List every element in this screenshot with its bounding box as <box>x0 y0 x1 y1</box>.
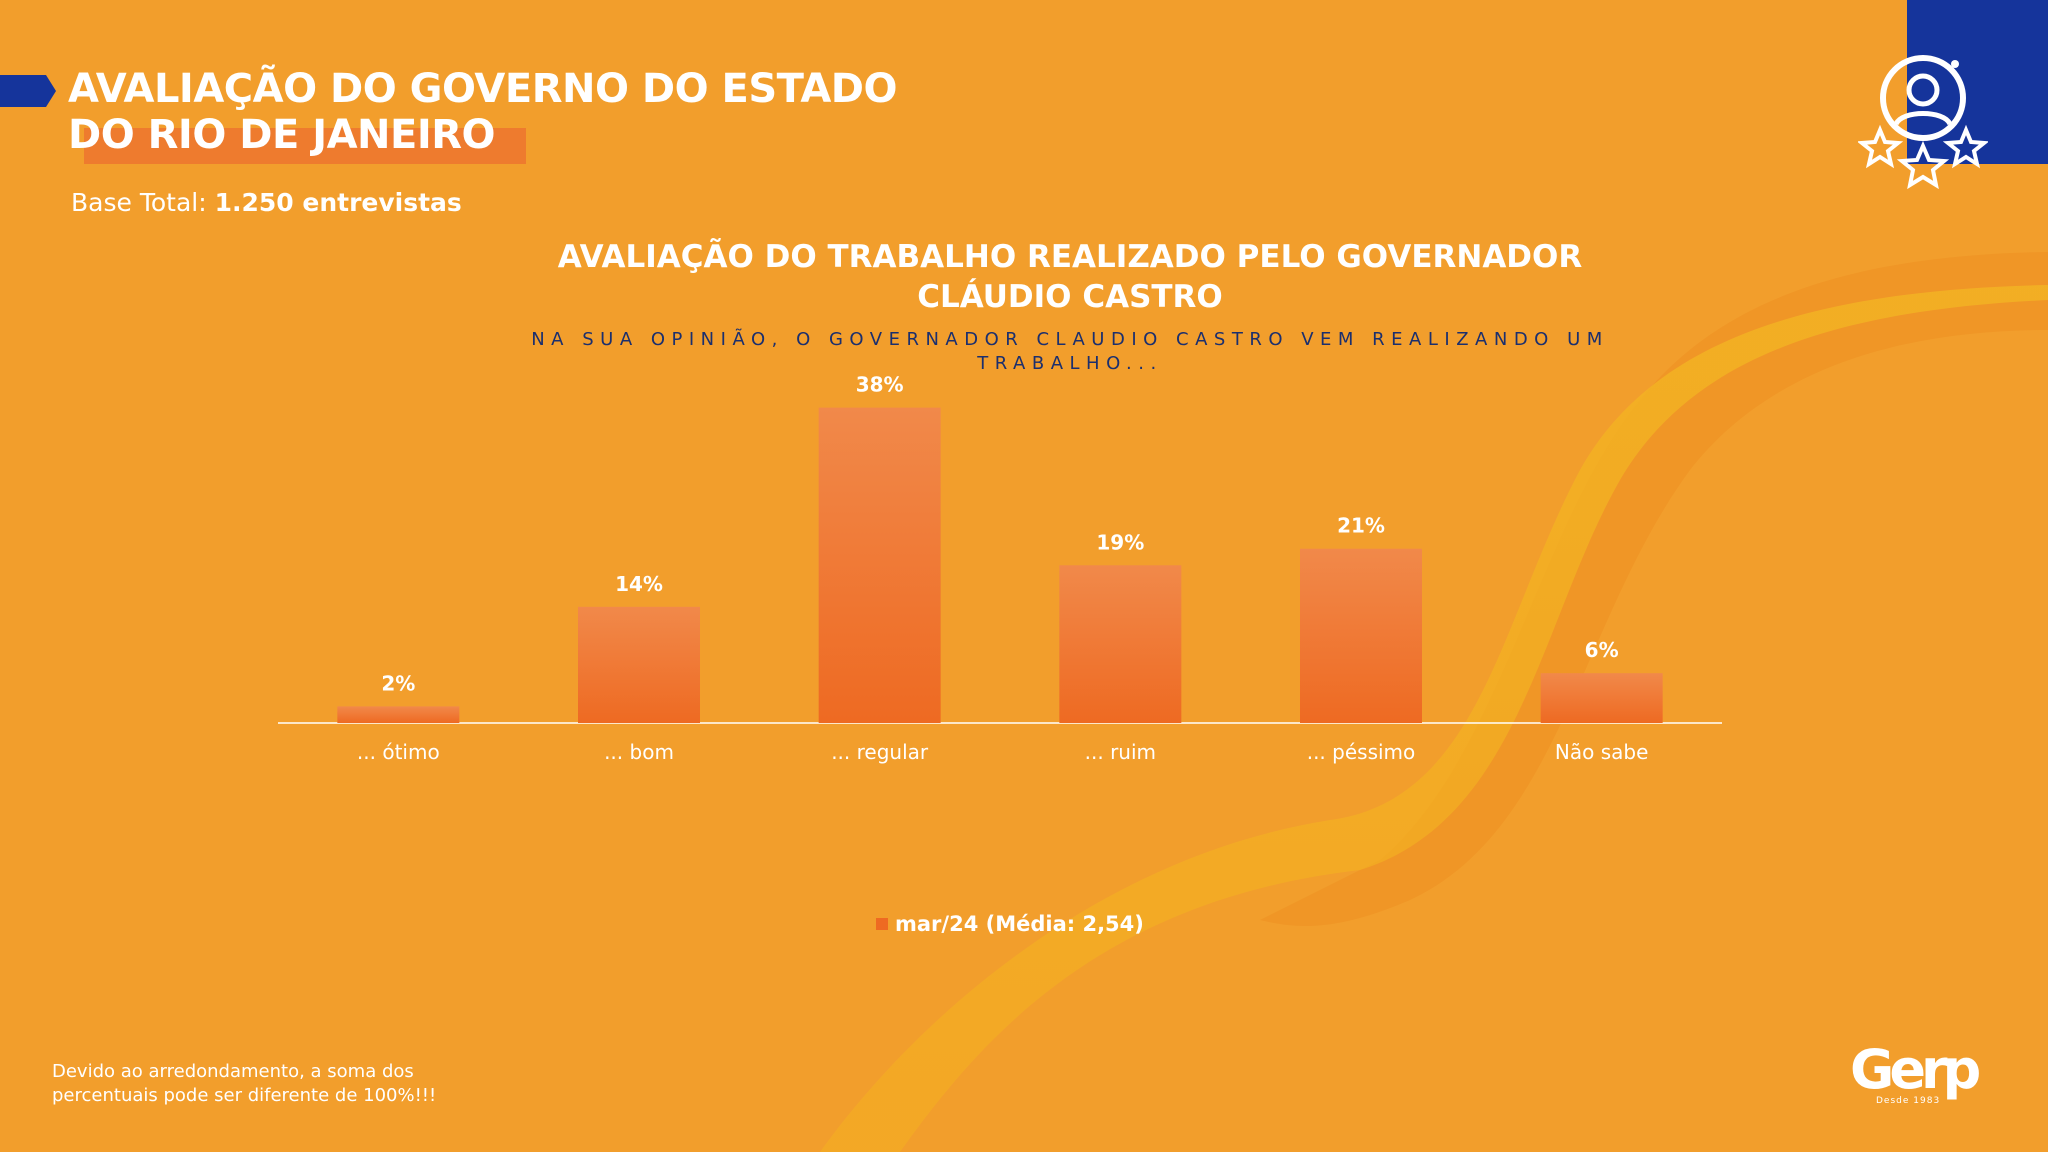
data-label-3: 19% <box>1096 530 1144 554</box>
bar-5 <box>1540 673 1663 723</box>
header-accent-tab <box>0 75 56 107</box>
data-label-2: 38% <box>856 373 904 397</box>
sample-base: Base Total: 1.250 entrevistas <box>71 188 462 218</box>
bar-0 <box>337 706 460 723</box>
legend-swatch <box>876 918 888 930</box>
footnote: Devido ao arredondamento, a soma dos per… <box>52 1061 437 1106</box>
base-label: Base Total: <box>71 188 207 217</box>
category-label-4: ... péssimo <box>1307 740 1416 764</box>
data-label-5: 6% <box>1585 638 1619 662</box>
category-label-1: ... bom <box>604 740 674 764</box>
title-highlight <box>84 128 526 164</box>
legend-label: mar/24 (Média: 2,54) <box>895 912 1144 936</box>
data-label-4: 21% <box>1337 514 1385 538</box>
chart-title: AVALIAÇÃO DO TRABALHO REALIZADO PELO GOV… <box>557 239 1583 315</box>
category-label-5: Não sabe <box>1555 740 1649 764</box>
data-label-0: 2% <box>381 671 415 695</box>
chart-subtitle: NA SUA OPINIÃO, O GOVERNADOR CLAUDIO CAS… <box>531 329 1609 374</box>
data-label-1: 14% <box>615 572 663 596</box>
user-award-icon <box>1858 55 1988 190</box>
base-value: 1.250 entrevistas <box>214 188 462 217</box>
logo-tagline: Desde 1983 <box>1876 1096 1941 1106</box>
bar-4 <box>1300 548 1422 723</box>
bar-2 <box>818 407 941 723</box>
chart-legend: mar/24 (Média: 2,54) <box>876 912 1144 936</box>
gerp-logo: Gerp <box>1850 1038 1981 1101</box>
page-title: AVALIAÇÃO DO GOVERNO DO ESTADO DO RIO DE… <box>68 66 898 158</box>
category-label-2: ... regular <box>831 740 929 764</box>
category-label-0: ... ótimo <box>357 740 440 764</box>
bar-1 <box>578 606 700 723</box>
category-label-3: ... ruim <box>1085 740 1156 764</box>
bar-3 <box>1059 565 1182 723</box>
